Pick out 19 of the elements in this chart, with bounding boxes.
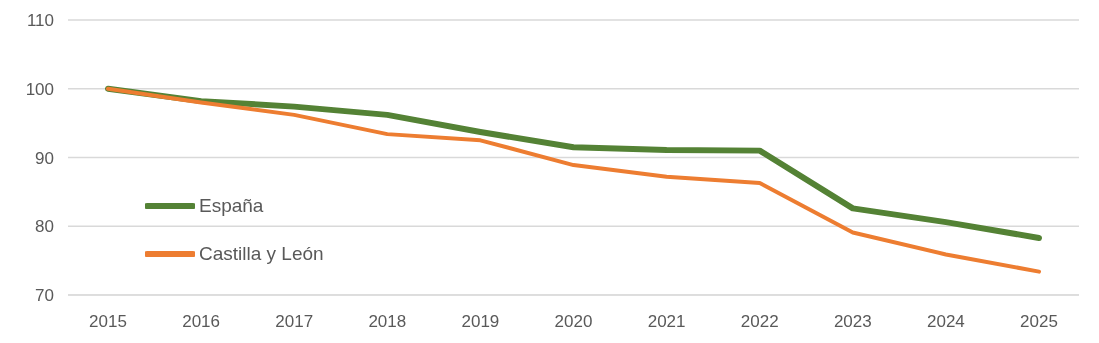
x-tick-label: 2015 bbox=[89, 312, 127, 332]
x-tick-label: 2020 bbox=[554, 312, 593, 332]
x-tick-label: 2018 bbox=[368, 312, 407, 332]
legend-label: Castilla y León bbox=[199, 242, 324, 266]
y-tick-label: 80 bbox=[35, 217, 54, 237]
y-tick-label: 110 bbox=[26, 11, 54, 31]
x-tick-label: 2017 bbox=[275, 312, 314, 332]
y-tick-label: 70 bbox=[35, 286, 54, 306]
x-tick-label: 2025 bbox=[1020, 312, 1058, 332]
x-tick-label: 2022 bbox=[740, 312, 779, 332]
y-tick-label: 90 bbox=[35, 148, 54, 168]
x-tick-label: 2023 bbox=[833, 312, 872, 332]
x-tick-label: 2024 bbox=[926, 312, 965, 332]
legend-label: España bbox=[199, 194, 264, 218]
x-tick-label: 2016 bbox=[182, 312, 221, 332]
x-tick-label: 2019 bbox=[461, 312, 500, 332]
line-series bbox=[106, 86, 1041, 274]
y-tick-label: 100 bbox=[25, 79, 54, 99]
x-tick-label: 2021 bbox=[647, 312, 686, 332]
